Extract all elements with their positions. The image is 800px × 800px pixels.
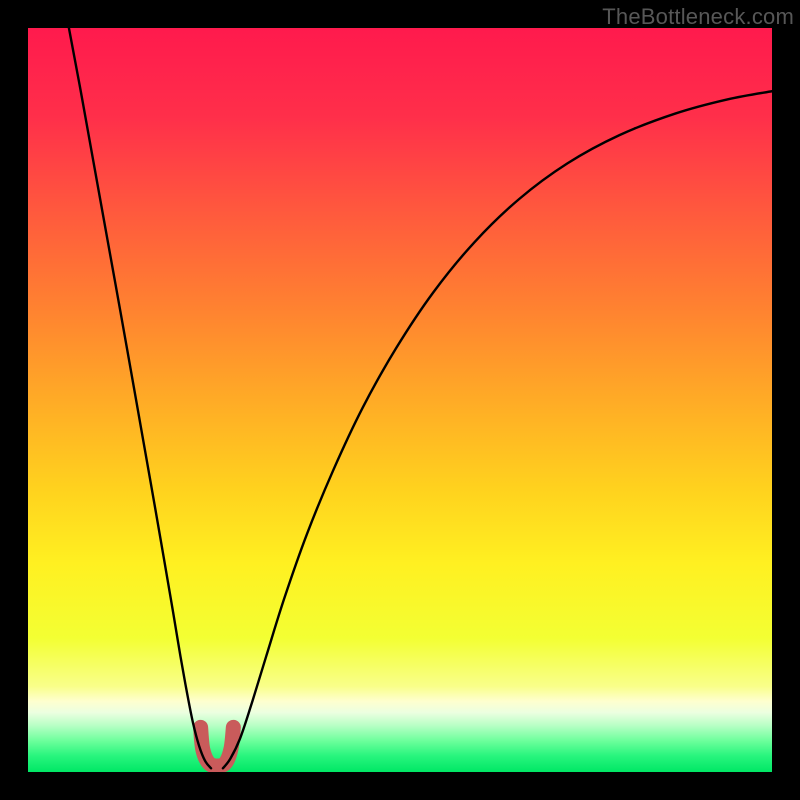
chart-stage: TheBottleneck.com (0, 0, 800, 800)
bottleneck-chart-svg (0, 0, 800, 800)
chart-gradient-background (28, 28, 772, 772)
